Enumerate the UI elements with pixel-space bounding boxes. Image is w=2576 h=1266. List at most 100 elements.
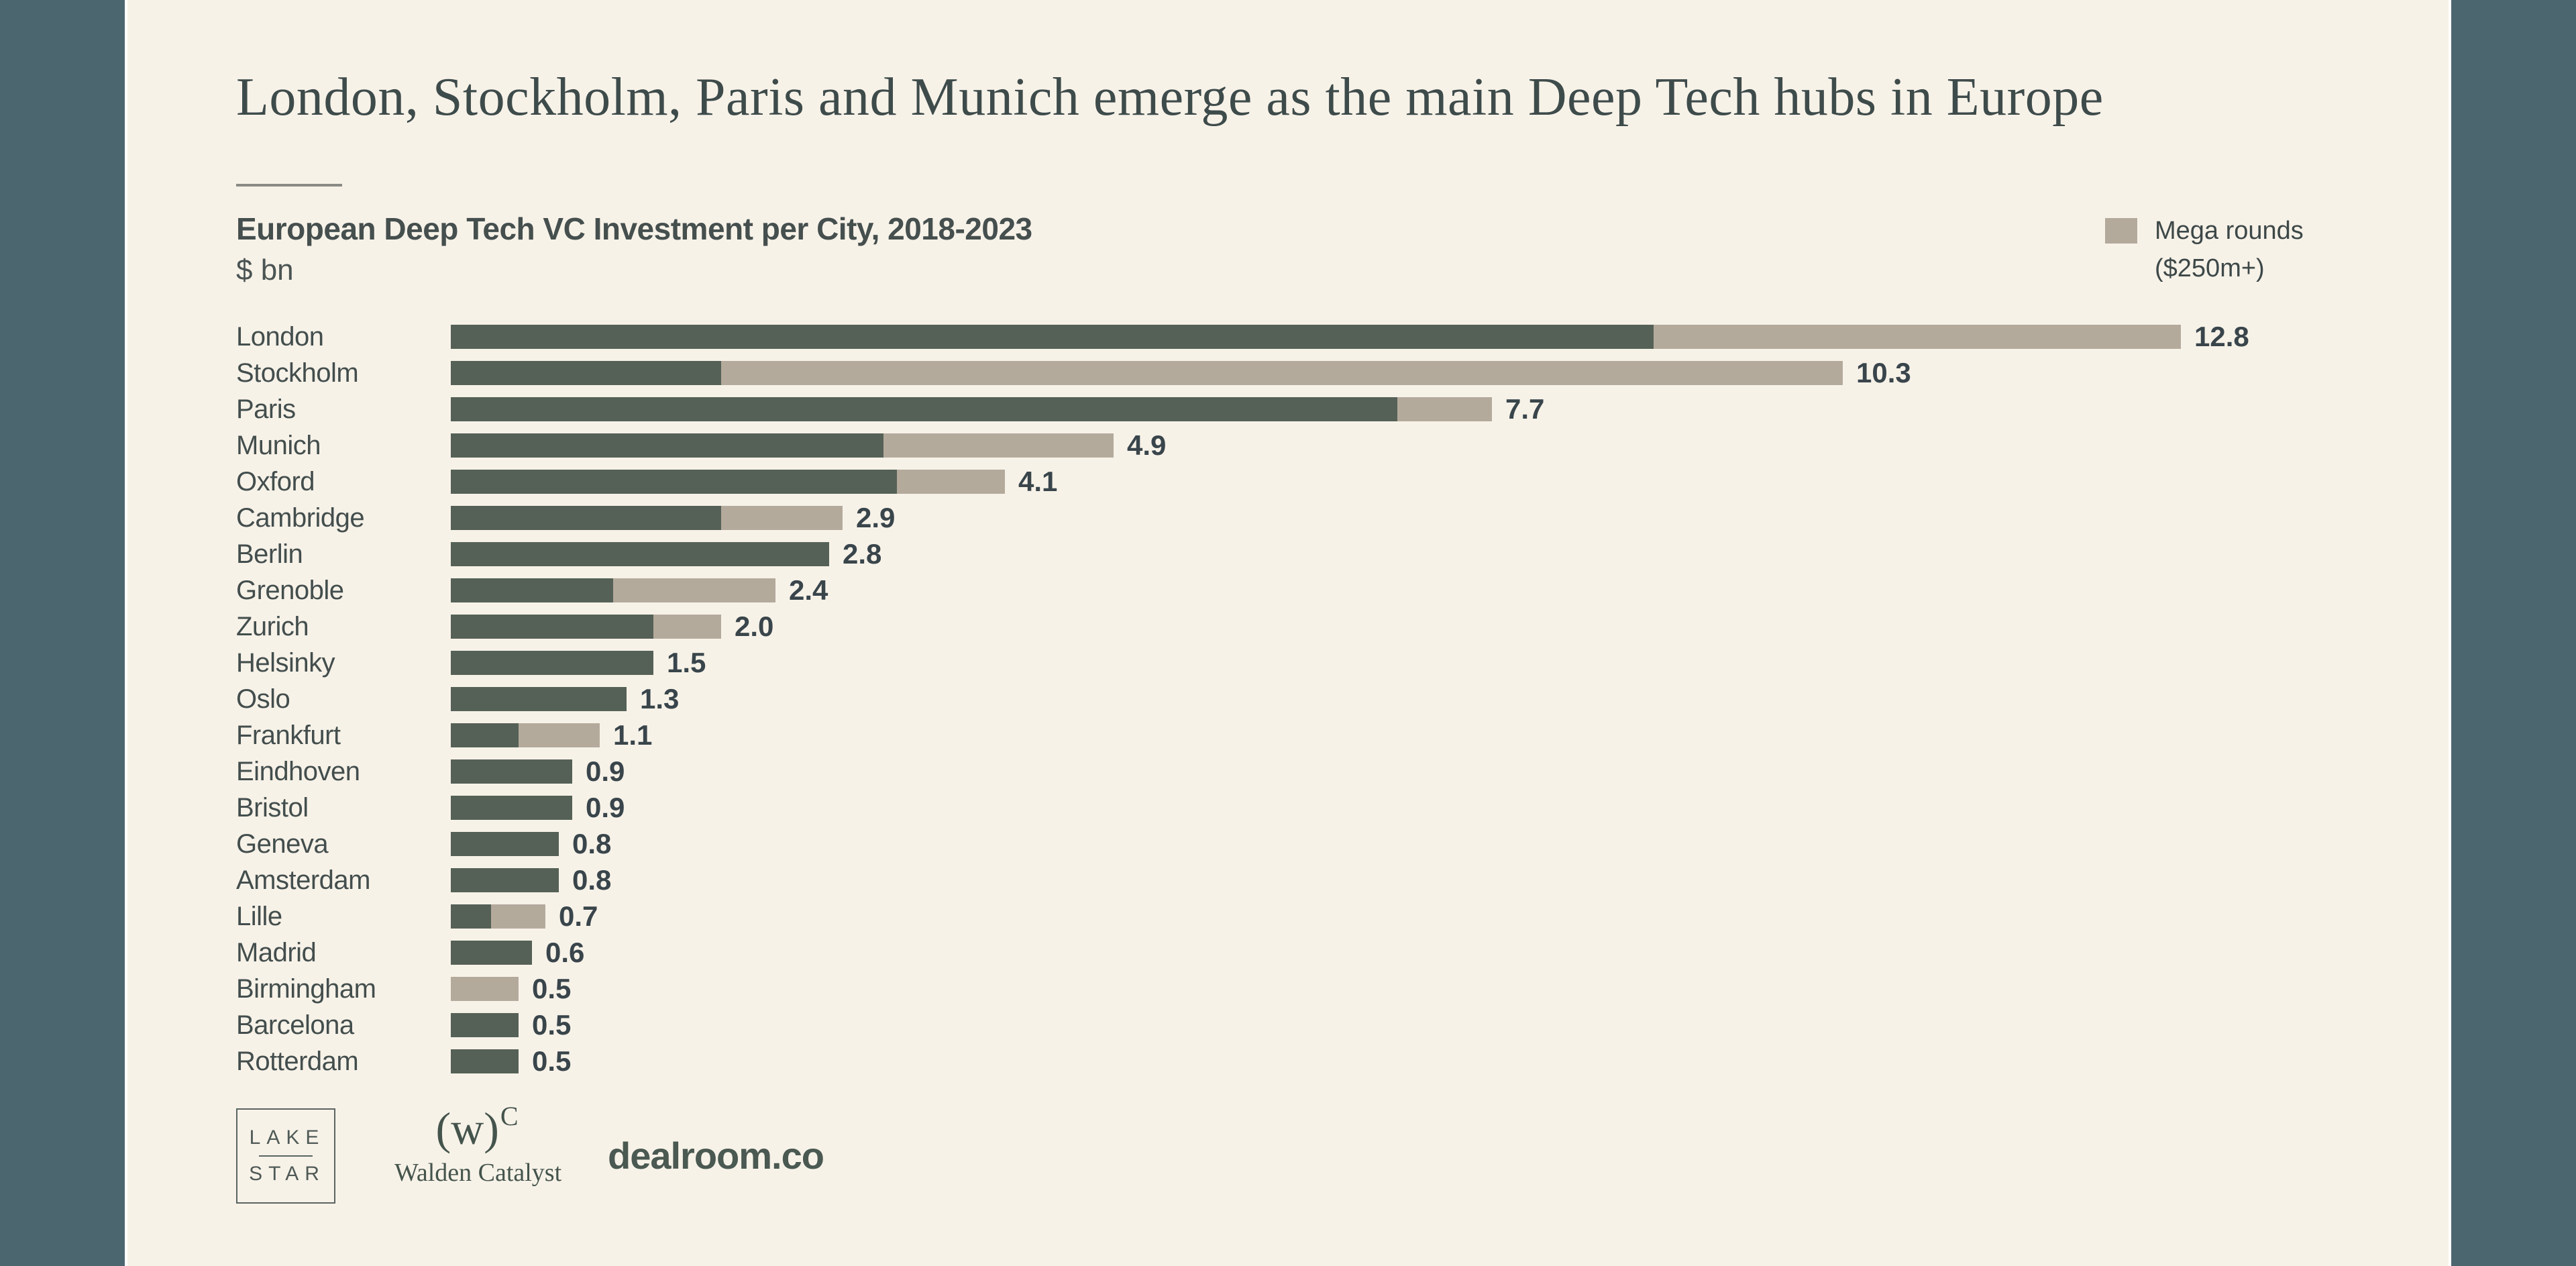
chart-row: Barcelona 0.5 (0, 1007, 2576, 1043)
bar-segment-mega-rounds (897, 470, 1005, 494)
axis-label-city: Rotterdam (236, 1047, 359, 1076)
chart-row: Lille 0.7 (0, 898, 2576, 935)
chart-row: Bristol 0.9 (0, 790, 2576, 826)
bar-segment-mega-rounds (1654, 325, 2181, 349)
bar-track: 0.8 (451, 864, 612, 896)
legend-label-line2: ($250m+) (2155, 254, 2265, 282)
bar-segment-standard (451, 433, 883, 458)
bar-track: 0.5 (451, 1045, 572, 1077)
left-border-band (0, 0, 127, 1266)
page-title: London, Stockholm, Paris and Munich emer… (236, 68, 2104, 127)
bar-value-label: 10.3 (1856, 357, 1911, 388)
chart-row: Berlin 2.8 (0, 536, 2576, 572)
chart-row: Birmingham 0.5 (0, 971, 2576, 1007)
axis-label-city: Grenoble (236, 576, 344, 605)
bar-value-label: 0.9 (586, 755, 625, 787)
walden-catalyst-mark: (w)C (435, 1101, 519, 1154)
legend-swatch-mega-rounds (2105, 218, 2137, 244)
bar-track: 0.9 (451, 755, 625, 787)
bar-segment-standard (451, 615, 653, 639)
bar-track: 1.3 (451, 683, 680, 715)
bar-track: 2.9 (451, 502, 896, 533)
chart-row: Eindhoven 0.9 (0, 753, 2576, 790)
title-divider (236, 184, 342, 187)
right-border-band (2449, 0, 2576, 1266)
dealroom-logo: dealroom.co (608, 1135, 824, 1177)
axis-label-city: Munich (236, 431, 321, 460)
bar-segment-standard (451, 796, 572, 820)
chart-row: Helsinky 1.5 (0, 645, 2576, 681)
bar-value-label: 7.7 (1505, 393, 1545, 425)
bar-segment-mega-rounds (721, 506, 843, 530)
axis-label-city: Geneva (236, 829, 329, 859)
walden-catalyst-label: Walden Catalyst (394, 1159, 562, 1187)
legend: Mega rounds ($250m+) (2105, 212, 2304, 287)
bar-value-label: 0.5 (532, 973, 572, 1004)
chart-row: Zurich 2.0 (0, 609, 2576, 645)
axis-label-city: Paris (236, 394, 296, 424)
bar-value-label: 0.5 (532, 1045, 572, 1077)
bar-track: 2.4 (451, 576, 828, 604)
axis-label-city: Berlin (236, 539, 303, 569)
chart-row: Cambridge 2.9 (0, 500, 2576, 536)
bar-track: 0.6 (451, 939, 584, 967)
axis-label-city: Oxford (236, 467, 315, 496)
bar-value-label: 4.9 (1127, 429, 1167, 461)
chart-row: Amsterdam 0.8 (0, 862, 2576, 898)
chart-row: Oslo 1.3 (0, 681, 2576, 717)
axis-label-city: Bristol (236, 793, 309, 823)
axis-units-label: $ bn (236, 254, 294, 286)
bar-value-label: 1.3 (640, 683, 680, 715)
bar-segment-mega-rounds (613, 578, 775, 602)
bar-value-label: 2.8 (843, 538, 882, 570)
bar-segment-standard (451, 759, 572, 784)
bar-value-label: 2.9 (856, 502, 896, 533)
bar-track: 1.5 (451, 647, 706, 678)
chart-row: Grenoble 2.4 (0, 572, 2576, 609)
bar-segment-mega-rounds (883, 433, 1114, 458)
chart-row: Stockholm 10.3 (0, 355, 2576, 391)
bar-segment-standard (451, 868, 559, 892)
bar-segment-standard (451, 904, 491, 929)
axis-label-city: Lille (236, 902, 282, 931)
bar-segment-mega-rounds (491, 904, 545, 929)
bar-track: 0.5 (451, 1011, 571, 1039)
bar-segment-standard (451, 397, 1397, 421)
legend-label-line1: Mega rounds (2155, 217, 2304, 245)
legend-label: Mega rounds ($250m+) (2155, 212, 2304, 287)
bar-value-label: 0.9 (586, 792, 625, 823)
chart-row: London 12.8 (0, 319, 2576, 355)
bar-track: 0.8 (451, 828, 612, 859)
bar-track: 2.8 (451, 538, 882, 570)
bar-value-label: 1.5 (667, 647, 706, 678)
bar-track: 7.7 (451, 393, 1545, 425)
bar-segment-standard (451, 832, 559, 856)
bar-track: 0.7 (451, 902, 598, 931)
bar-value-label: 2.0 (735, 611, 774, 642)
bar-segment-mega-rounds (653, 615, 721, 639)
axis-label-city: Barcelona (236, 1010, 354, 1040)
axis-label-city: Eindhoven (236, 757, 360, 786)
bar-track: 1.1 (451, 719, 653, 751)
bar-segment-standard (451, 578, 613, 602)
chart-row: Geneva 0.8 (0, 826, 2576, 862)
bar-value-label: 0.8 (572, 864, 612, 896)
bar-segment-standard (451, 361, 721, 385)
axis-label-city: Amsterdam (236, 865, 371, 895)
bar-segment-standard (451, 325, 1654, 349)
bar-segment-standard (451, 506, 721, 530)
axis-label-city: Oslo (236, 684, 290, 714)
bar-segment-standard (451, 542, 829, 566)
bar-track: 2.0 (451, 611, 774, 642)
axis-label-city: Cambridge (236, 503, 365, 533)
axis-label-city: Helsinky (236, 648, 335, 678)
bar-segment-mega-rounds (519, 723, 600, 747)
axis-label-city: Frankfurt (236, 721, 341, 750)
bar-segment-standard (451, 687, 627, 711)
bar-value-label: 1.1 (613, 719, 653, 751)
lakestar-logo-line1: LAKE (249, 1126, 325, 1149)
axis-label-city: London (236, 322, 324, 352)
bar-chart: London 12.8 Stockholm 10.3 Paris 7.7 Munich 4.9… (0, 319, 2576, 1079)
bar-value-label: 0.8 (572, 828, 612, 859)
